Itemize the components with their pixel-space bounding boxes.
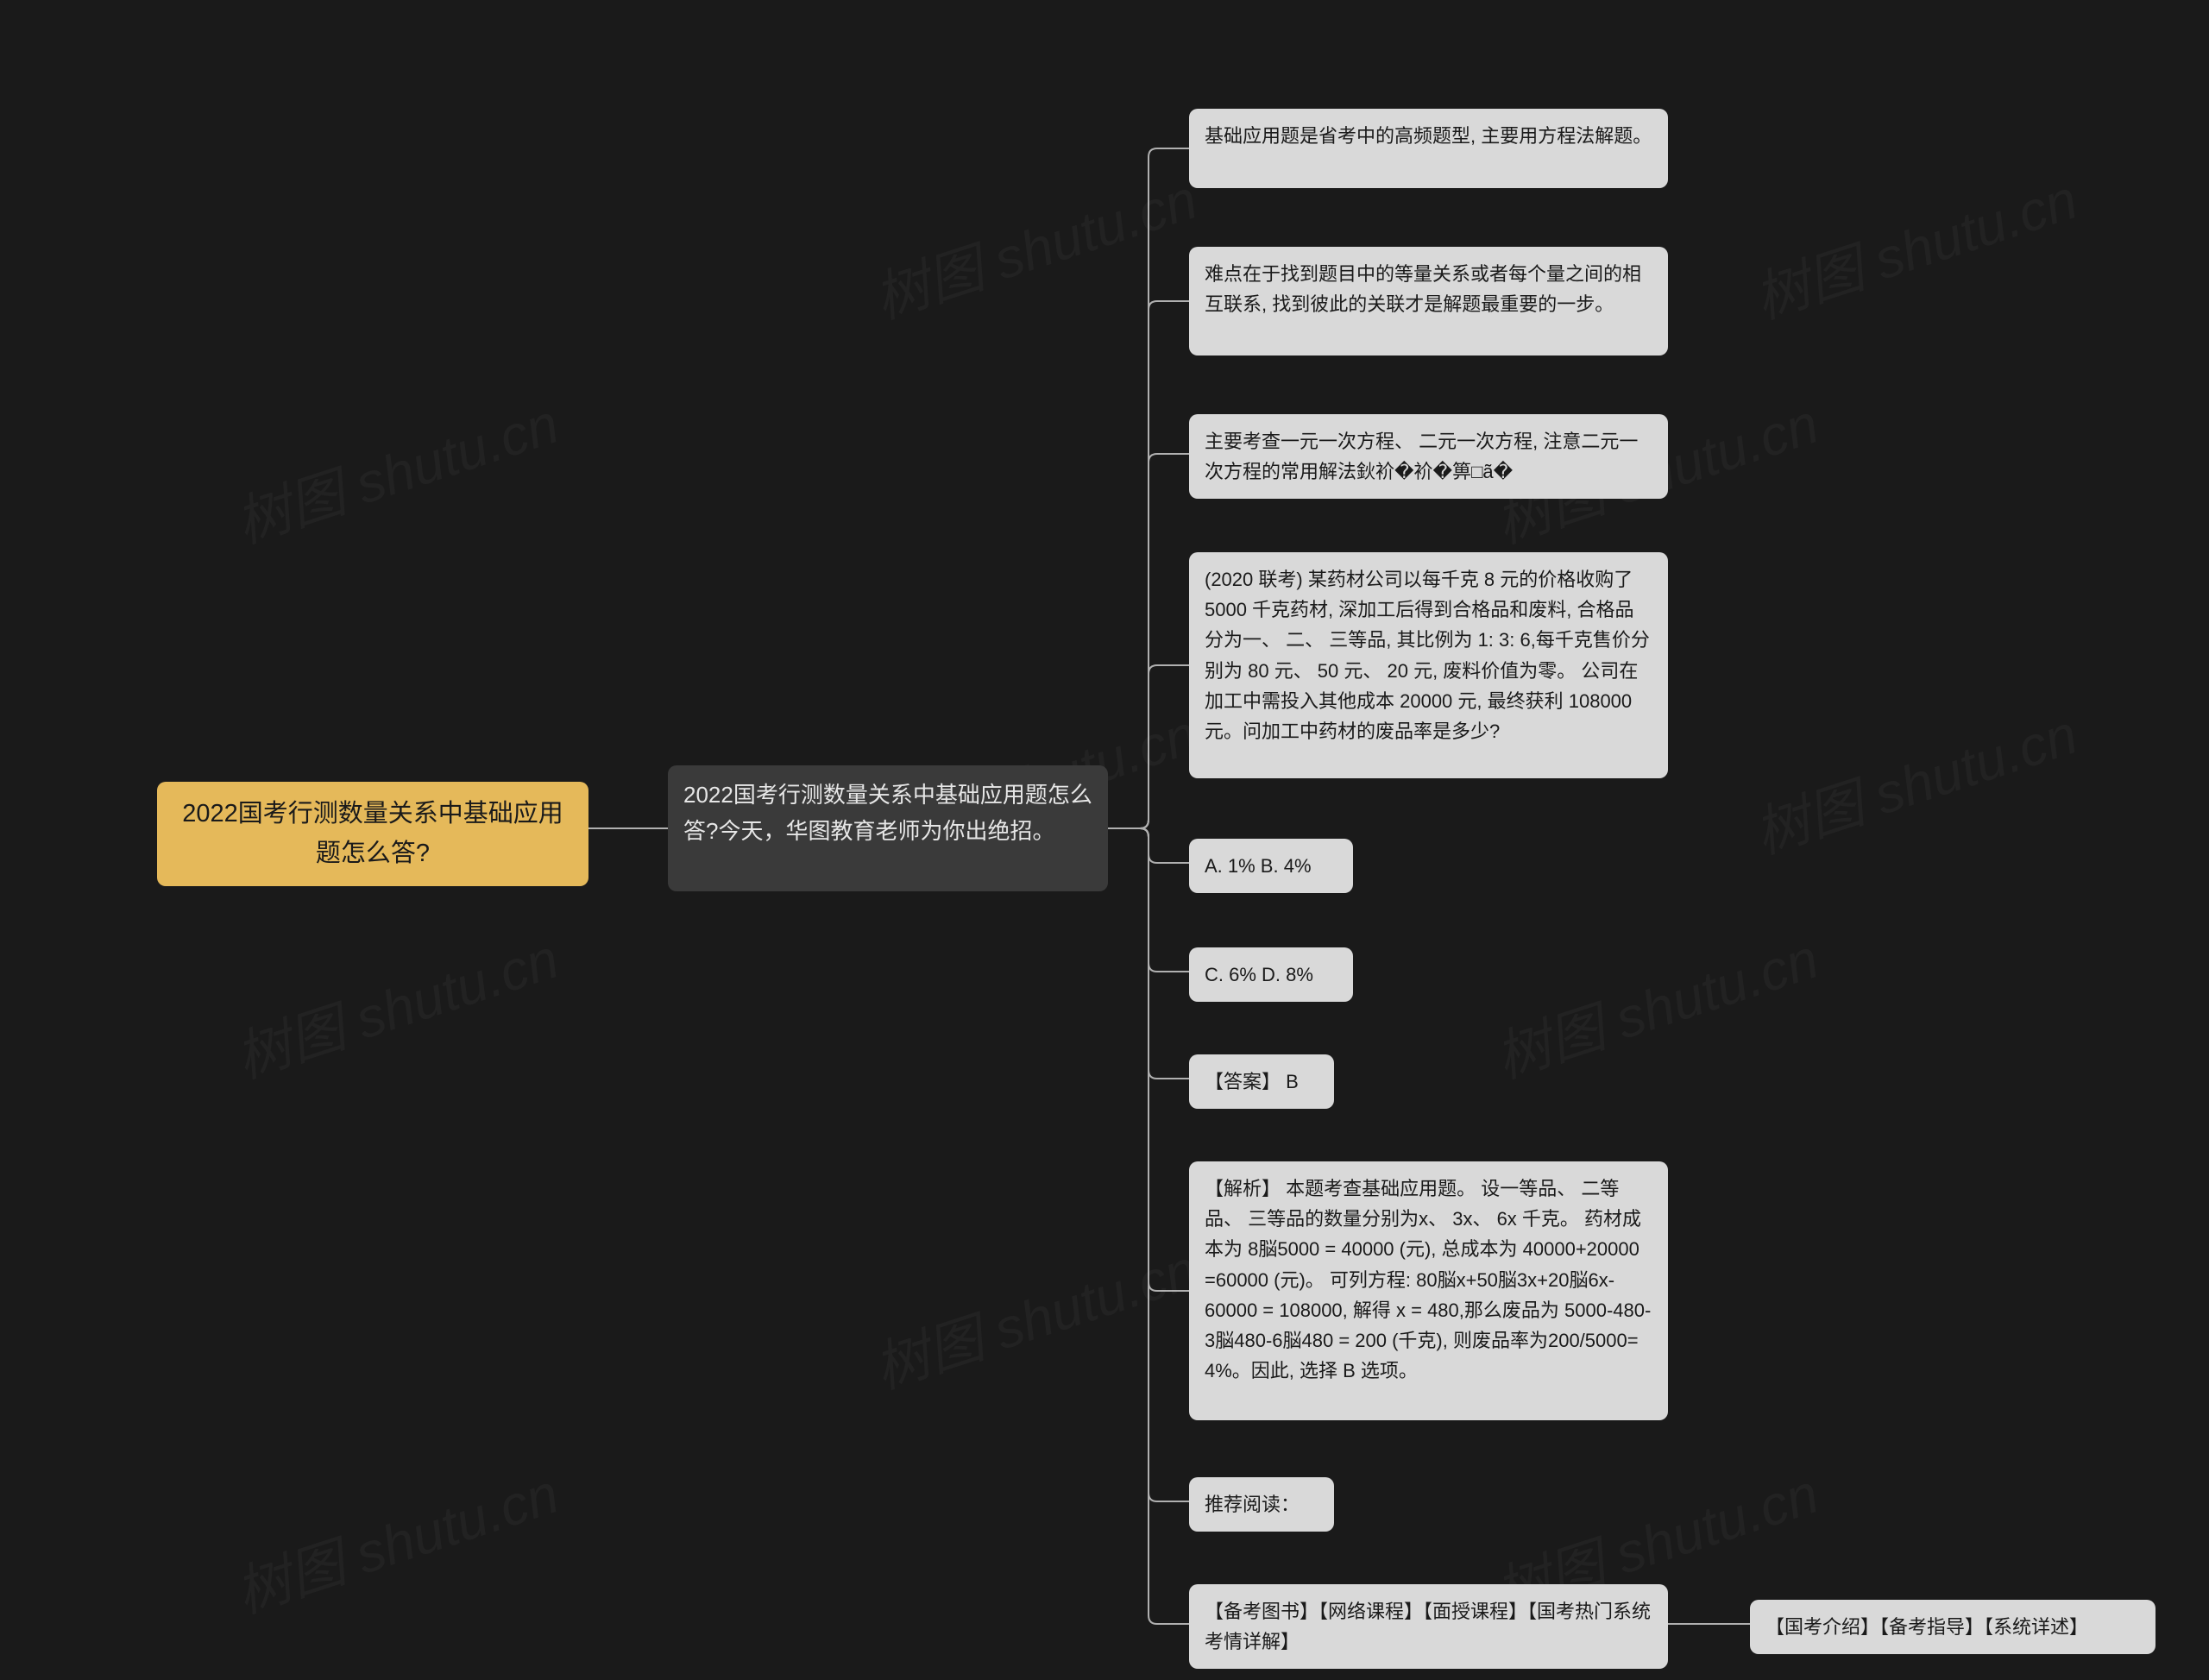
watermark: 树图 shutu.cn — [1743, 690, 2086, 869]
watermark: 树图 shutu.cn — [863, 155, 1205, 334]
leaf-node-2[interactable]: 难点在于找到题目中的等量关系或者每个量之间的相互联系, 找到彼此的关联才是解题最… — [1189, 247, 1668, 356]
leaf-node-4[interactable]: (2020 联考) 某药材公司以每千克 8 元的价格收购了 5000 千克药材,… — [1189, 552, 1668, 778]
leaf-node-6[interactable]: C. 6% D. 8% — [1189, 947, 1353, 1002]
watermark: 树图 shutu.cn — [224, 1450, 567, 1628]
watermark: 树图 shutu.cn — [1743, 155, 2086, 334]
level2-node[interactable]: 2022国考行测数量关系中基础应用题怎么答?今天，华图教育老师为你出绝招。 — [668, 765, 1108, 891]
watermark: 树图 shutu.cn — [863, 1225, 1205, 1404]
leaf-node-10[interactable]: 【备考图书】【网络课程】【面授课程】【国考热门系统考情详解】 — [1189, 1584, 1668, 1669]
leaf-node-1[interactable]: 基础应用题是省考中的高频题型, 主要用方程法解题。 — [1189, 109, 1668, 188]
mindmap-canvas: 树图 shutu.cn 树图 shutu.cn 树图 shutu.cn 树图 shut… — [0, 0, 2209, 1680]
leaf-child-node[interactable]: 【国考介绍】【备考指导】【系统详述】 — [1750, 1600, 2156, 1654]
leaf-node-8[interactable]: 【解析】 本题考查基础应用题。 设一等品、 二等品、 三等品的数量分别为x、 3… — [1189, 1161, 1668, 1420]
watermark: 树图 shutu.cn — [1484, 915, 1827, 1093]
leaf-node-9[interactable]: 推荐阅读： — [1189, 1477, 1334, 1532]
leaf-node-5[interactable]: A. 1% B. 4% — [1189, 839, 1353, 893]
root-node[interactable]: 2022国考行测数量关系中基础应用题怎么答? — [157, 782, 588, 886]
leaf-node-3[interactable]: 主要考查一元一次方程、 二元一次方程, 注意二元一次方程的常用解法鈥衸�衸�箅□… — [1189, 414, 1668, 499]
leaf-node-7[interactable]: 【答案】 B — [1189, 1054, 1334, 1109]
watermark: 树图 shutu.cn — [224, 380, 567, 558]
watermark: 树图 shutu.cn — [224, 915, 567, 1093]
